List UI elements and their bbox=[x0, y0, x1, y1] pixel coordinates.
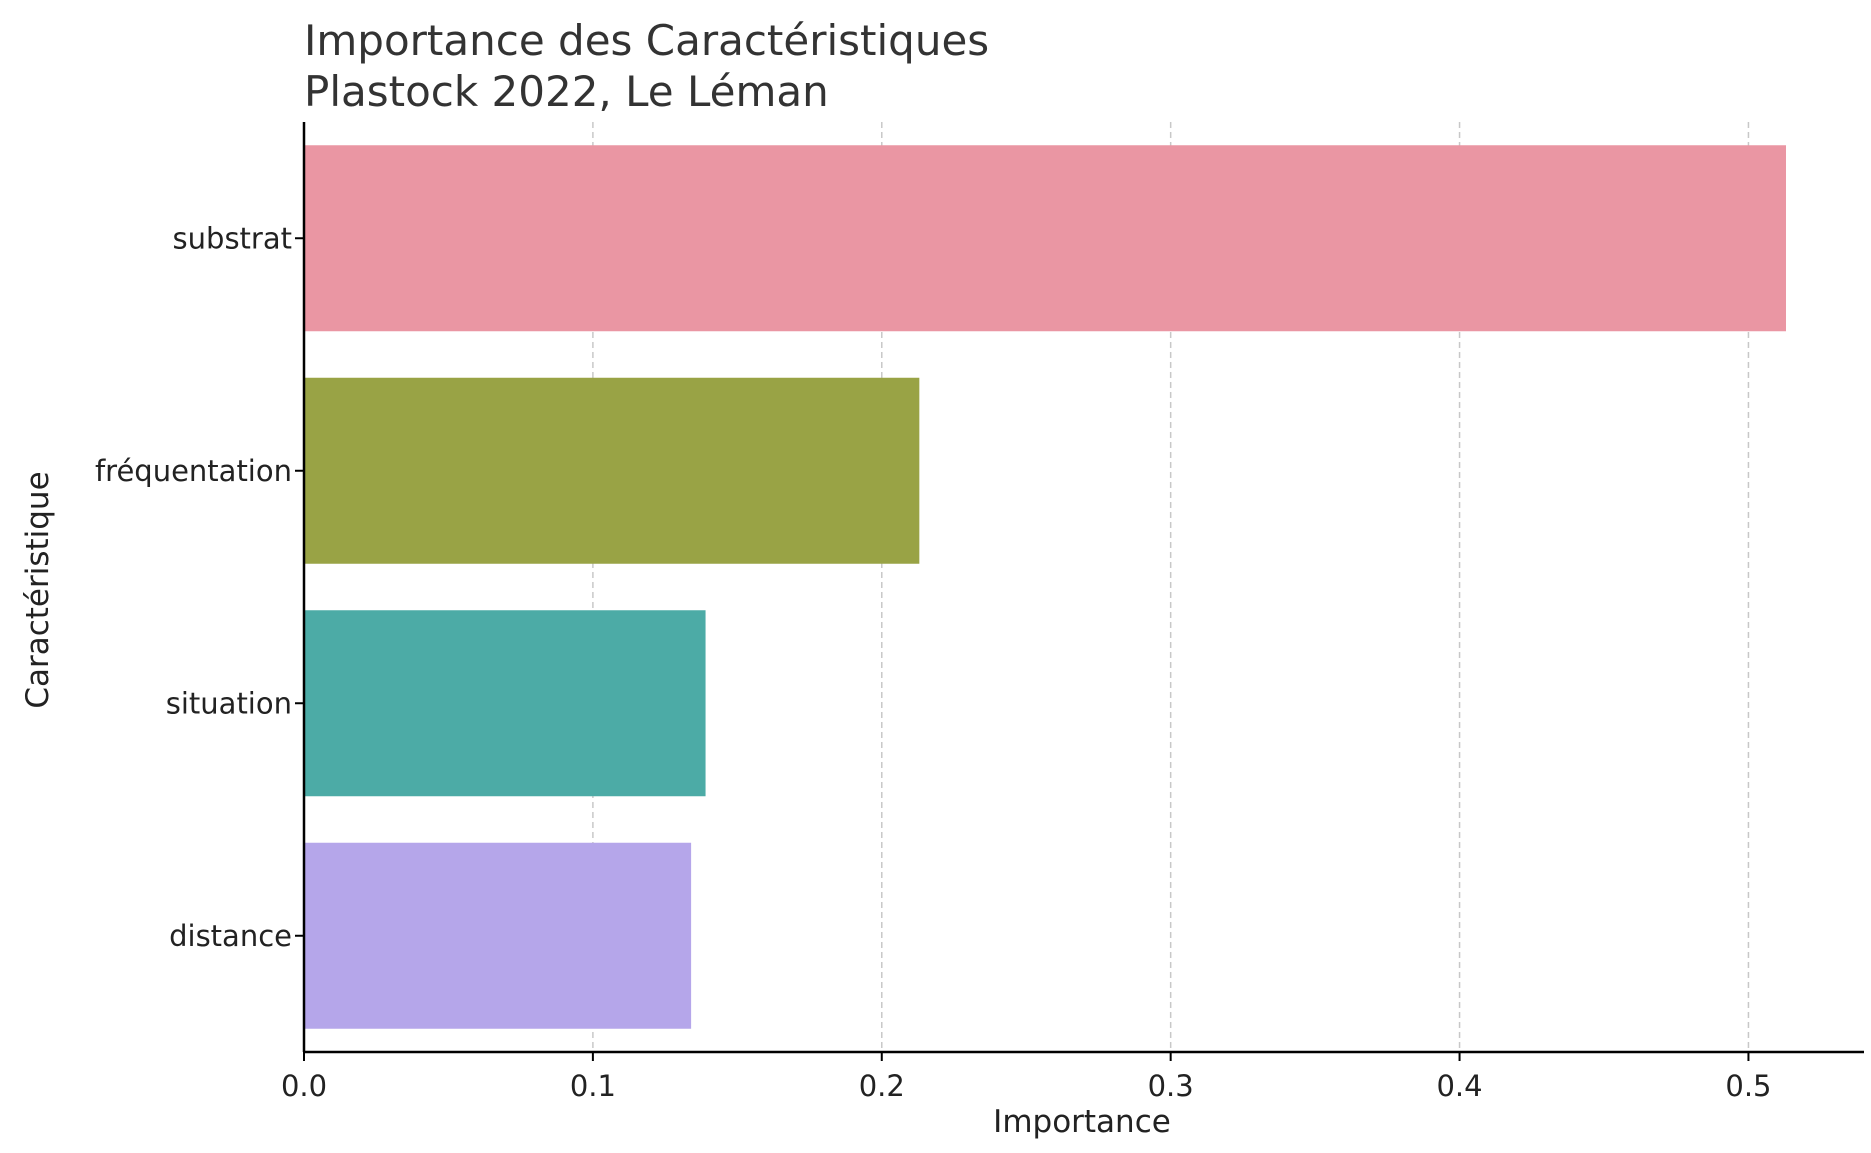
bars bbox=[304, 145, 1786, 1029]
x-axis-label: Importance bbox=[993, 1104, 1171, 1140]
y-tick-label: situation bbox=[166, 686, 292, 720]
chart-title: Importance des Caractéristiques bbox=[304, 16, 989, 65]
bar bbox=[304, 610, 706, 797]
x-tick-label: 0.0 bbox=[281, 1069, 327, 1103]
y-tick-label: fréquentation bbox=[95, 454, 292, 488]
x-axis-ticks: 0.0 0.1 0.2 0.3 0.4 0.5 bbox=[281, 1052, 1772, 1103]
bar bbox=[304, 145, 1786, 332]
y-axis-ticks: substrat fréquentation situation distance bbox=[95, 221, 304, 953]
y-tick-label: substrat bbox=[173, 221, 292, 255]
y-axis-label: Caractéristique bbox=[20, 471, 56, 708]
x-tick-label: 0.3 bbox=[1148, 1069, 1194, 1103]
chart-subtitle: Plastock 2022, Le Léman bbox=[304, 67, 829, 116]
x-tick-label: 0.2 bbox=[859, 1069, 905, 1103]
axes bbox=[302, 122, 1864, 1054]
bar bbox=[304, 377, 920, 564]
x-tick-label: 0.4 bbox=[1436, 1069, 1482, 1103]
y-tick-label: distance bbox=[169, 919, 292, 953]
bar bbox=[304, 842, 692, 1029]
x-tick-label: 0.5 bbox=[1725, 1069, 1771, 1103]
x-tick-label: 0.1 bbox=[570, 1069, 616, 1103]
